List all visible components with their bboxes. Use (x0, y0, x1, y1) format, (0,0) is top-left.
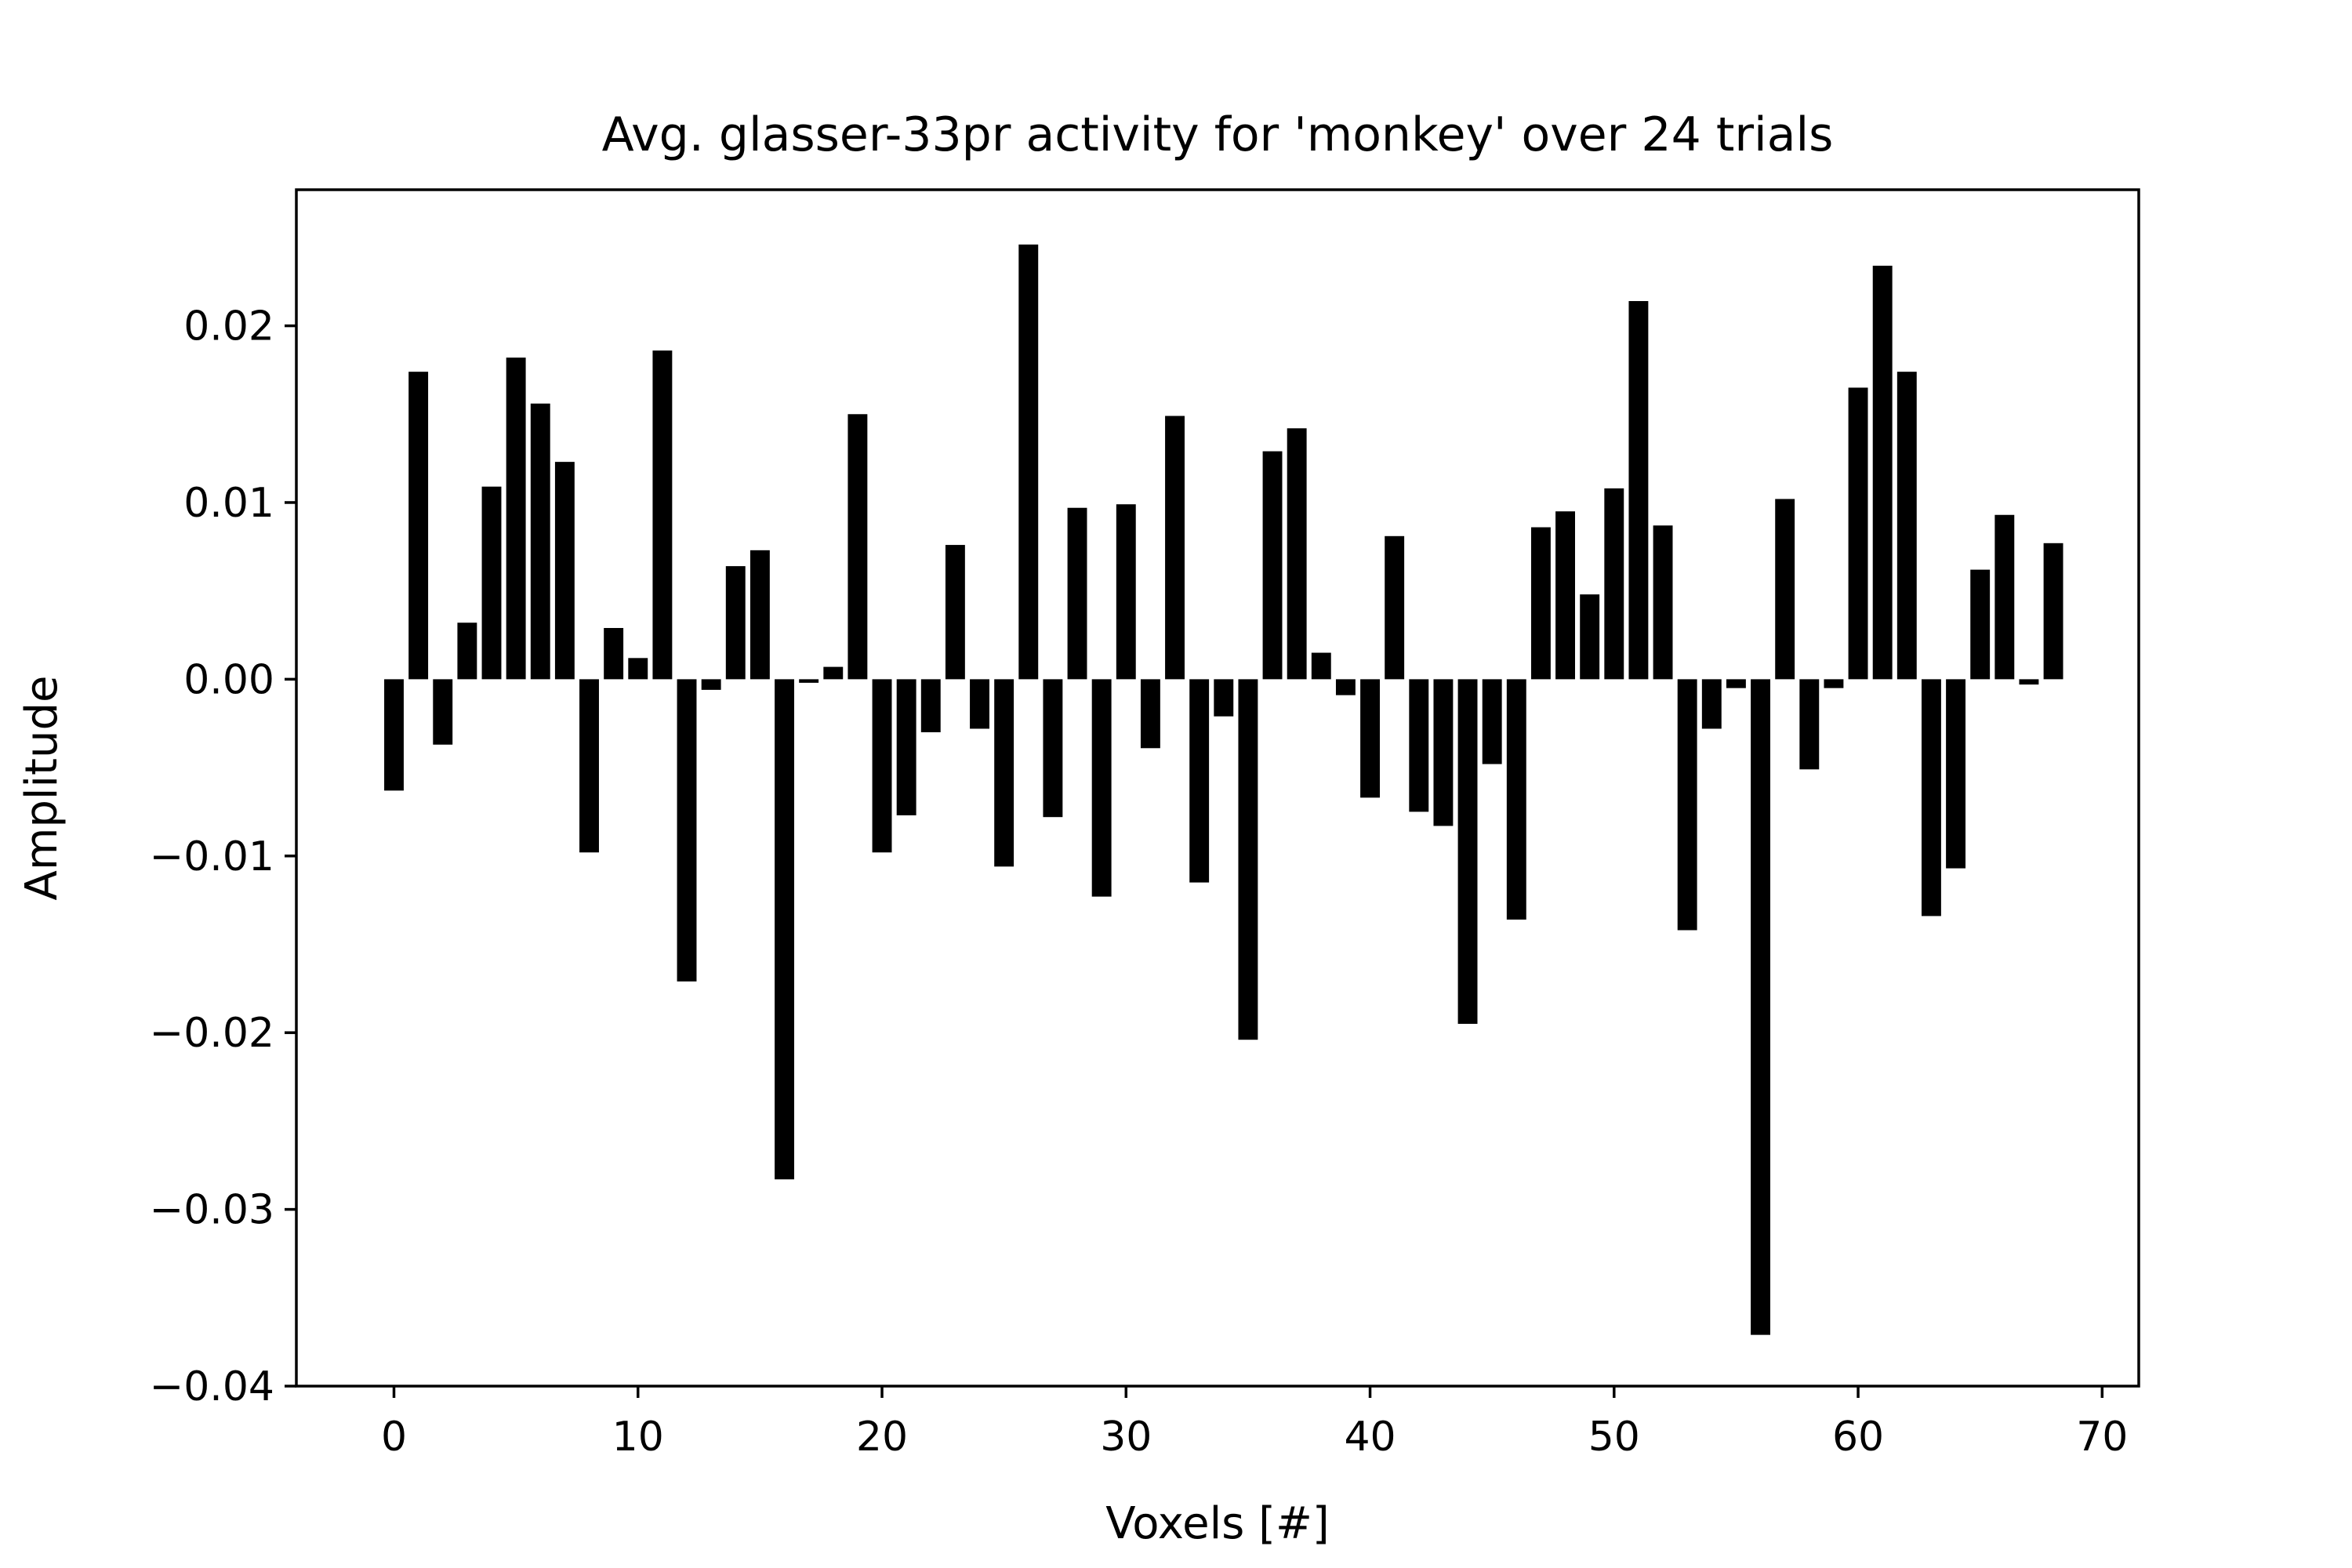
bar-voxel-30 (1116, 504, 1136, 680)
bar-voxel-40 (1360, 679, 1380, 798)
bar-voxel-25 (994, 679, 1014, 867)
y-tick-label: −0.04 (150, 1363, 274, 1410)
bar-voxel-8 (579, 679, 599, 853)
bar-voxel-57 (1775, 499, 1795, 680)
bar-voxel-22 (920, 679, 941, 732)
bar-voxel-53 (1677, 679, 1697, 931)
bar-voxel-19 (848, 414, 868, 680)
bar-voxel-10 (628, 658, 648, 680)
bar-voxel-54 (1701, 679, 1722, 729)
bar-voxel-68 (2043, 543, 2063, 680)
bar-voxel-47 (1530, 527, 1551, 680)
bar-voxel-52 (1653, 525, 1673, 680)
bar-voxel-31 (1140, 679, 1160, 749)
x-tick-label: 20 (856, 1414, 908, 1461)
bar-voxel-36 (1262, 451, 1283, 680)
bar-voxel-41 (1385, 535, 1405, 680)
bar-voxel-18 (823, 666, 844, 680)
bar-voxel-35 (1238, 679, 1258, 1040)
x-tick-label: 70 (2076, 1414, 2128, 1461)
bar-voxel-12 (677, 679, 697, 982)
bar-voxel-67 (2019, 679, 2039, 685)
x-axis: 0 10 20 30 40 50 60 70 (381, 1386, 2128, 1461)
bar-voxel-0 (384, 679, 404, 791)
y-tick-label: 0.00 (183, 656, 274, 703)
y-tick-label: −0.01 (150, 833, 274, 880)
bar-voxel-39 (1335, 679, 1356, 695)
bar-voxel-1 (408, 372, 429, 680)
bar-voxel-45 (1482, 679, 1502, 764)
bar-voxel-65 (1970, 569, 1991, 680)
bar-voxel-55 (1726, 679, 1746, 688)
x-tick-label: 10 (612, 1414, 664, 1461)
y-tick-label: −0.03 (150, 1187, 274, 1234)
bar-voxel-66 (1994, 514, 2015, 680)
bar-voxel-38 (1311, 652, 1331, 680)
bar-voxel-37 (1287, 428, 1307, 680)
bar-voxel-4 (481, 486, 502, 680)
bar-voxel-44 (1457, 679, 1478, 1024)
bar-voxel-17 (799, 679, 819, 683)
bar-voxel-23 (945, 545, 965, 680)
bar-voxel-59 (1824, 679, 1844, 688)
x-tick-label: 50 (1588, 1414, 1640, 1461)
x-tick-label: 40 (1344, 1414, 1396, 1461)
bar-voxel-24 (970, 679, 989, 729)
x-tick-label: 60 (1832, 1414, 1884, 1461)
y-tick-label: −0.02 (150, 1010, 274, 1057)
bar-voxel-20 (872, 679, 892, 853)
bar-voxel-29 (1091, 679, 1112, 897)
bar-voxel-3 (457, 622, 477, 680)
bar-voxel-49 (1580, 594, 1600, 680)
bar-voxel-50 (1604, 488, 1624, 680)
bar-voxel-9 (604, 628, 624, 680)
bar-voxel-32 (1165, 416, 1185, 680)
bar-voxel-51 (1628, 301, 1649, 680)
bar-voxel-64 (1946, 679, 1966, 869)
bar-voxel-16 (775, 679, 794, 1180)
bar-voxel-14 (725, 566, 746, 680)
chart-title: Avg. glasser-33pr activity for 'monkey' … (602, 107, 1834, 162)
bar-voxel-63 (1921, 679, 1941, 916)
bar-voxel-26 (1018, 244, 1039, 680)
bar-voxel-2 (433, 679, 453, 745)
plot-frame (295, 188, 2140, 1388)
x-tick-label: 30 (1100, 1414, 1152, 1461)
y-tick-label: 0.01 (183, 480, 274, 527)
y-axis: 0.02 0.01 0.00 −0.01 −0.02 −0.03 −0.04 (150, 303, 296, 1410)
bar-voxel-60 (1848, 387, 1868, 680)
bar-voxel-34 (1214, 679, 1234, 717)
bar-voxel-7 (554, 462, 575, 680)
bar-voxel-42 (1409, 679, 1429, 812)
bar-voxel-56 (1751, 679, 1770, 1335)
bar-voxel-21 (896, 679, 916, 815)
bar-voxel-46 (1506, 679, 1526, 920)
bar-voxel-43 (1433, 679, 1454, 826)
x-axis-label: Voxels [#] (1105, 1498, 1330, 1549)
bar-voxel-61 (1872, 265, 1893, 680)
bar-voxel-6 (530, 403, 550, 680)
bar-voxel-62 (1896, 372, 1917, 680)
bar-voxel-11 (652, 350, 673, 680)
bars-group (384, 244, 2063, 1335)
bar-voxel-15 (750, 550, 770, 680)
x-tick-label: 0 (381, 1414, 407, 1461)
y-tick-label: 0.02 (183, 303, 274, 350)
bar-voxel-13 (701, 679, 721, 690)
bar-voxel-28 (1067, 507, 1087, 680)
bar-voxel-5 (506, 358, 526, 680)
y-axis-label: Amplitude (16, 676, 67, 901)
bar-voxel-58 (1799, 679, 1820, 770)
bar-voxel-33 (1189, 679, 1210, 883)
bar-voxel-27 (1043, 679, 1063, 818)
bar-voxel-48 (1555, 511, 1575, 680)
